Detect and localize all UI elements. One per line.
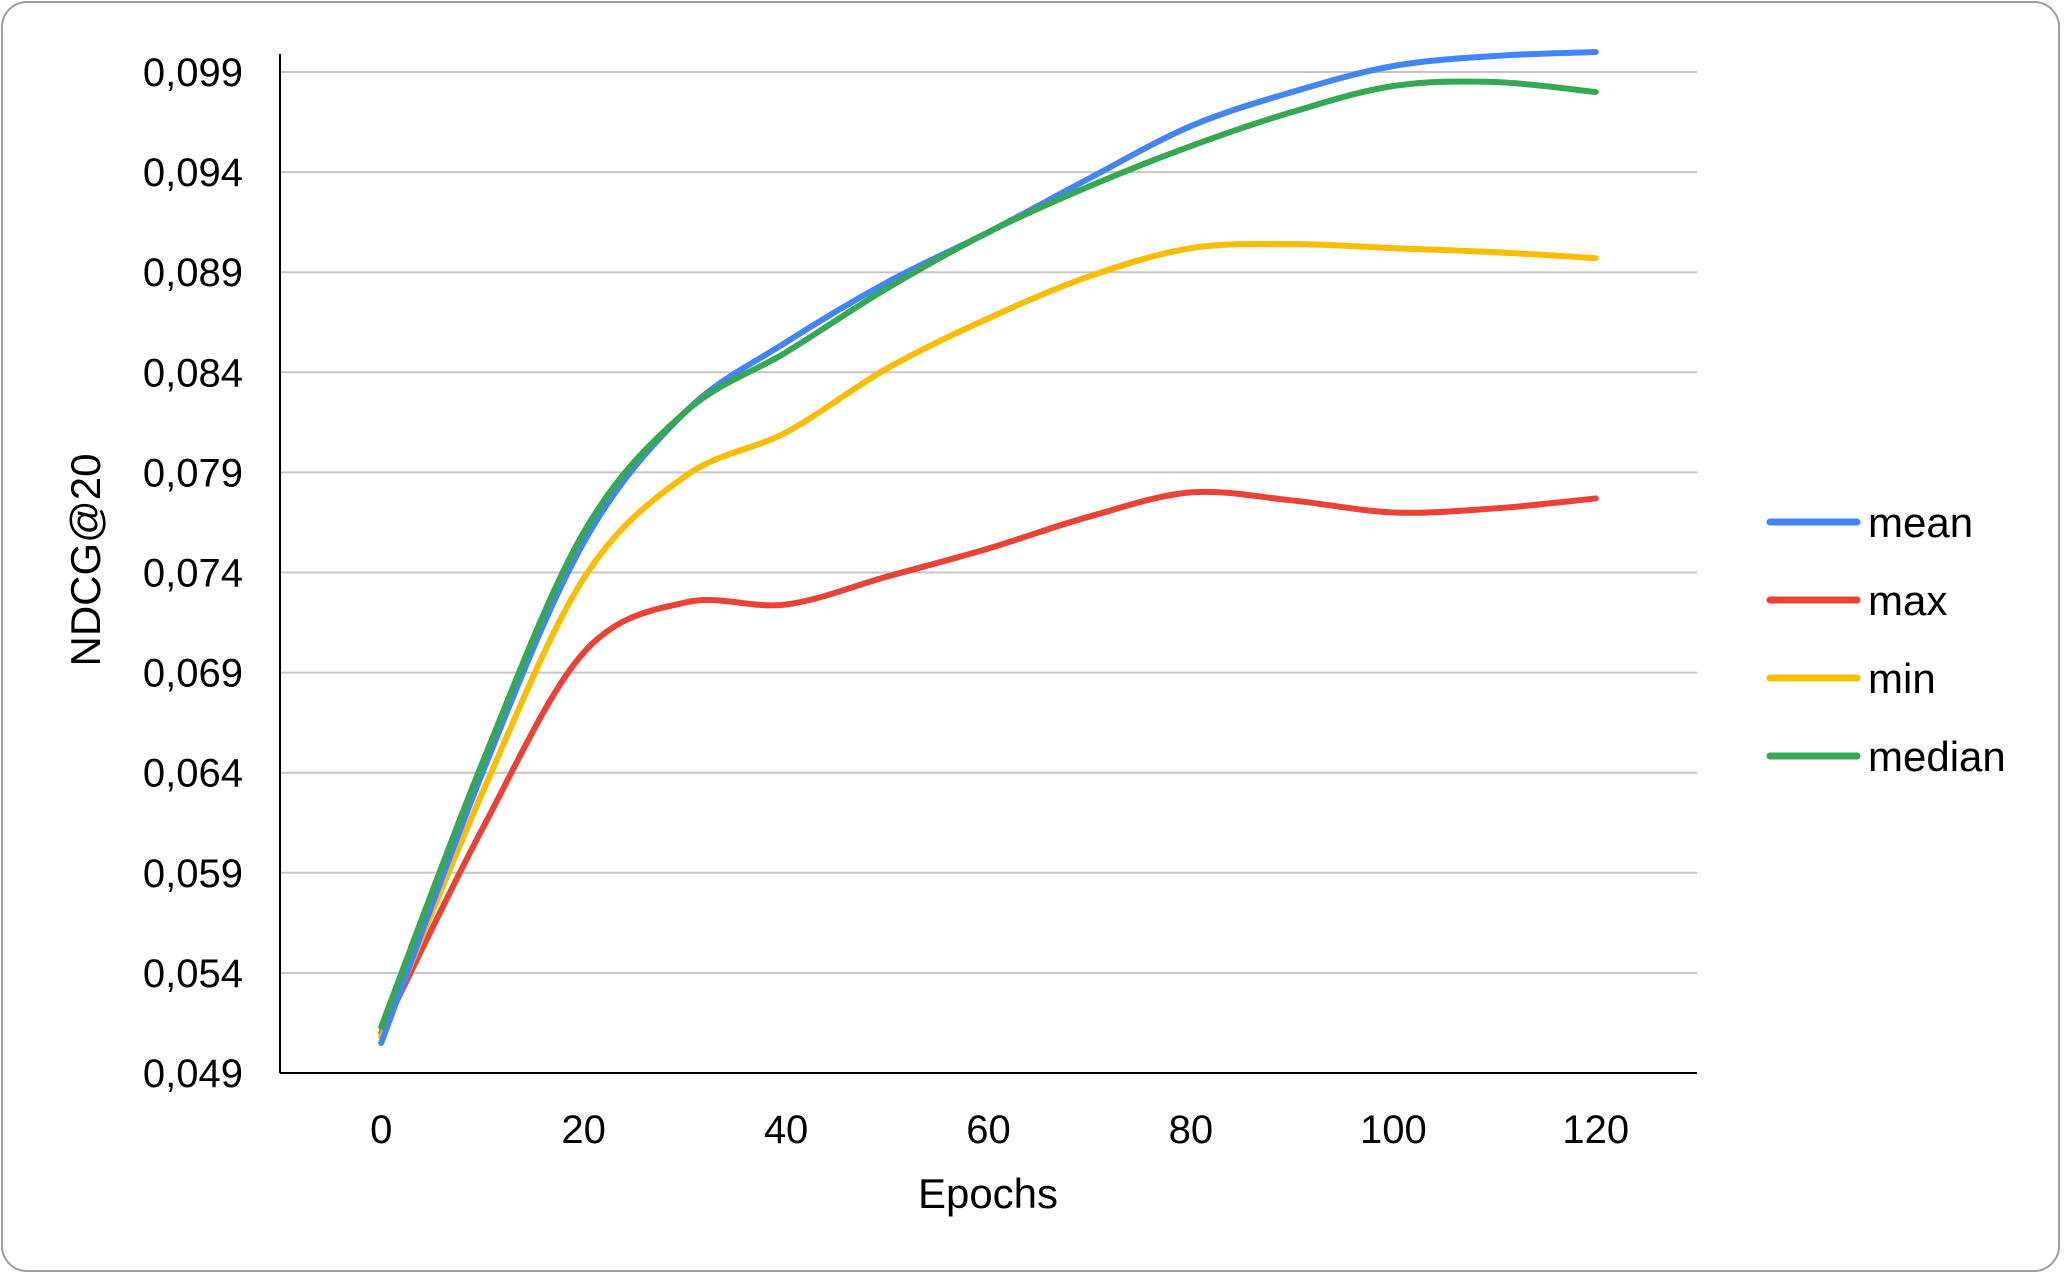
legend: mean max min median — [1766, 499, 2006, 780]
series-line-median — [378, 78, 1599, 1030]
x-axis-title: Epochs — [918, 1170, 1058, 1217]
legend-label-median: median — [1868, 733, 2006, 780]
x-tick-label: 120 — [1562, 1108, 1629, 1152]
x-tick-label: 60 — [966, 1108, 1011, 1152]
y-tick-label: 0,089 — [143, 251, 243, 295]
y-tick-label: 0,064 — [143, 752, 243, 796]
x-tick-label: 80 — [1169, 1108, 1214, 1152]
y-tick-label: 0,079 — [143, 451, 243, 495]
y-tick-label: 0,049 — [143, 1052, 243, 1096]
y-axis-ticks: 0,049 0,054 0,059 0,064 0,069 0,074 0,079 0,084… — [143, 51, 243, 1096]
series-lines — [378, 48, 1599, 1046]
y-tick-label: 0,069 — [143, 652, 243, 696]
series-line-max — [378, 488, 1599, 1036]
x-tick-label: 40 — [764, 1108, 809, 1152]
y-tick-label: 0,099 — [143, 51, 243, 95]
x-tick-label: 0 — [370, 1108, 392, 1152]
legend-label-max: max — [1868, 577, 1947, 624]
gridlines — [280, 71, 1697, 974]
axes — [279, 54, 1697, 1074]
legend-label-min: min — [1868, 655, 1936, 702]
legend-label-mean: mean — [1868, 499, 1973, 546]
x-axis-ticks: 0 20 40 60 80 100 120 — [370, 1108, 1629, 1152]
y-tick-label: 0,054 — [143, 952, 243, 996]
series-line-min — [378, 241, 1599, 1040]
y-axis-title: NDCG@20 — [62, 453, 109, 666]
x-tick-label: 20 — [561, 1108, 606, 1152]
y-tick-label: 0,074 — [143, 552, 243, 596]
y-tick-label: 0,084 — [143, 351, 243, 395]
x-tick-label: 100 — [1360, 1108, 1427, 1152]
y-tick-label: 0,094 — [143, 151, 243, 195]
y-tick-label: 0,059 — [143, 852, 243, 896]
